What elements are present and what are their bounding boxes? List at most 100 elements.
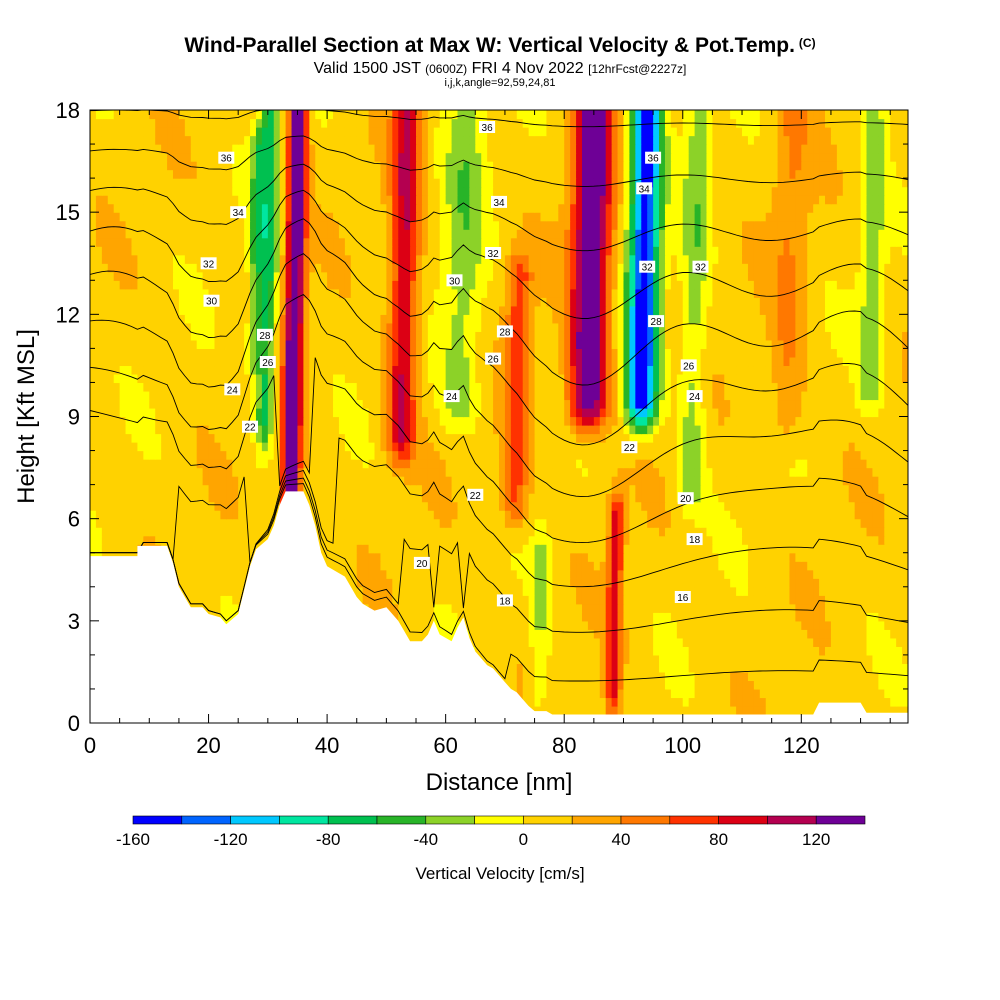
velocity-cell bbox=[878, 620, 885, 630]
velocity-cell bbox=[469, 629, 476, 639]
velocity-cell bbox=[202, 493, 210, 503]
velocity-cell bbox=[813, 697, 820, 707]
velocity-cell bbox=[220, 433, 227, 443]
velocity-cell bbox=[196, 527, 204, 537]
velocity-cell bbox=[427, 425, 435, 435]
velocity-cell bbox=[481, 535, 488, 545]
velocity-cell bbox=[439, 561, 447, 571]
velocity-cell bbox=[522, 561, 530, 571]
velocity-cell bbox=[676, 467, 684, 477]
velocity-cell bbox=[101, 527, 109, 537]
velocity-cell bbox=[623, 510, 631, 520]
velocity-cell bbox=[736, 416, 743, 426]
velocity-cell bbox=[131, 484, 139, 494]
velocity-cell bbox=[617, 595, 625, 605]
velocity-cell bbox=[836, 671, 844, 682]
velocity-cell bbox=[540, 450, 548, 460]
velocity-cell bbox=[570, 535, 577, 545]
velocity-cell bbox=[564, 595, 571, 605]
velocity-cell bbox=[220, 476, 227, 486]
velocity-cell bbox=[599, 518, 607, 528]
velocity-cell bbox=[546, 544, 553, 554]
velocity-cell bbox=[694, 416, 702, 426]
velocity-cell bbox=[718, 501, 725, 511]
velocity-cell bbox=[682, 416, 690, 426]
velocity-cell bbox=[593, 671, 601, 682]
velocity-cell bbox=[902, 425, 908, 435]
velocity-cell bbox=[605, 425, 613, 435]
velocity-cell bbox=[587, 518, 595, 528]
velocity-cell bbox=[552, 544, 559, 554]
velocity-cell bbox=[599, 561, 607, 571]
velocity-cell bbox=[410, 569, 417, 579]
velocity-cell bbox=[765, 459, 773, 469]
velocity-cell bbox=[238, 484, 245, 494]
velocity-cell bbox=[392, 578, 399, 588]
velocity-cell bbox=[321, 510, 328, 520]
velocity-cell bbox=[694, 586, 702, 596]
velocity-cell bbox=[528, 629, 536, 639]
velocity-cell bbox=[558, 425, 565, 435]
velocity-cell bbox=[694, 433, 702, 443]
velocity-cell bbox=[368, 569, 376, 579]
velocity-cell bbox=[611, 425, 619, 435]
velocity-cell bbox=[558, 459, 565, 469]
velocity-cell bbox=[481, 654, 488, 664]
velocity-cell bbox=[730, 450, 737, 460]
velocity-cell bbox=[374, 569, 382, 579]
velocity-cell bbox=[404, 501, 411, 511]
velocity-cell bbox=[534, 586, 542, 596]
velocity-cell bbox=[576, 578, 583, 588]
velocity-cell bbox=[664, 620, 672, 630]
velocity-cell bbox=[534, 501, 542, 511]
velocity-cell bbox=[522, 433, 530, 443]
velocity-cell bbox=[261, 527, 269, 537]
velocity-cell bbox=[830, 603, 838, 613]
velocity-cell bbox=[825, 646, 832, 656]
velocity-cell bbox=[250, 442, 257, 452]
velocity-cell bbox=[528, 476, 536, 486]
velocity-cell bbox=[558, 467, 565, 477]
velocity-cell bbox=[552, 518, 559, 528]
velocity-cell bbox=[558, 663, 565, 673]
velocity-cell bbox=[226, 501, 233, 511]
velocity-cell bbox=[119, 433, 127, 443]
velocity-cell bbox=[706, 442, 713, 452]
velocity-cell bbox=[617, 425, 625, 435]
velocity-cell bbox=[309, 510, 316, 520]
velocity-cell bbox=[558, 586, 565, 596]
velocity-cell bbox=[344, 467, 352, 477]
velocity-cell bbox=[516, 518, 524, 528]
velocity-cell bbox=[398, 603, 405, 613]
velocity-cell bbox=[825, 561, 832, 571]
velocity-cell bbox=[433, 595, 441, 605]
velocity-cell bbox=[617, 688, 625, 699]
velocity-cell bbox=[244, 476, 251, 486]
velocity-cell bbox=[825, 552, 832, 562]
velocity-cell bbox=[522, 697, 530, 707]
velocity-cell bbox=[842, 612, 850, 622]
velocity-cell bbox=[724, 671, 731, 682]
velocity-cell bbox=[161, 442, 168, 452]
velocity-cell bbox=[860, 484, 868, 494]
velocity-cell bbox=[706, 603, 713, 613]
velocity-cell bbox=[854, 697, 862, 707]
velocity-cell bbox=[783, 510, 791, 520]
velocity-cell bbox=[682, 612, 690, 622]
velocity-cell bbox=[161, 459, 168, 469]
velocity-cell bbox=[629, 620, 636, 630]
velocity-cell bbox=[819, 518, 826, 528]
velocity-cell bbox=[593, 527, 601, 537]
velocity-cell bbox=[534, 569, 542, 579]
velocity-cell bbox=[759, 510, 767, 520]
velocity-cell bbox=[676, 450, 684, 460]
velocity-cell bbox=[392, 561, 399, 571]
velocity-cell bbox=[623, 450, 631, 460]
velocity-cell bbox=[860, 476, 868, 486]
velocity-cell bbox=[315, 501, 322, 511]
velocity-cell bbox=[629, 527, 636, 537]
velocity-cell bbox=[534, 561, 542, 571]
velocity-cell bbox=[807, 527, 814, 537]
velocity-cell bbox=[297, 484, 304, 494]
velocity-cell bbox=[765, 416, 773, 426]
